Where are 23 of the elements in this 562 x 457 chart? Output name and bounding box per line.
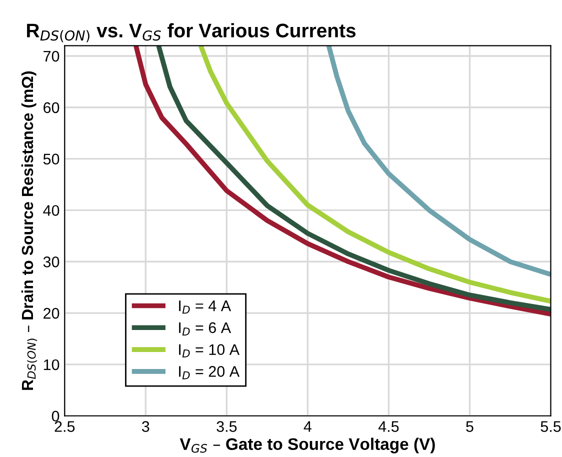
y-tick-label: 20 (44, 308, 60, 319)
y-tick-label: 10 (44, 359, 60, 370)
y-tick-label: 50 (43, 154, 60, 164)
x-axis-title: V$_{GS}$ – Gate to Source Voltage (V) (180, 438, 435, 454)
legend-label: I$_{D}$ = 4 A (179, 300, 232, 314)
legend-label: I$_{D}$ = 20 A (179, 366, 240, 380)
y-axis-title: R$_{DS(ON)}$ – Drain to Source Resistance (mΩ) (21, 71, 38, 390)
y-tick-label: 0 (52, 410, 60, 422)
x-tick-label: 3.5 (216, 421, 237, 432)
legend-label: I$_{D}$ = 10 A (179, 344, 240, 358)
chart-title: R$_{DS(ON)}$ vs. V$_{GS}$ for Various Currents (27, 23, 356, 42)
x-tick-label: 5.5 (540, 421, 561, 432)
x-tick-label: 4 (304, 421, 312, 432)
x-tick-label: 4.5 (378, 421, 399, 432)
line-series (326, 46, 551, 277)
x-tick-label: 3 (142, 421, 150, 432)
y-tick-label: 30 (43, 256, 60, 268)
legend-label: I$_{D}$ = 6 A (179, 322, 232, 336)
x-tick-label: 5 (466, 421, 474, 432)
y-tick-label: 60 (44, 102, 60, 114)
y-tick-label: 40 (43, 205, 60, 216)
x-tick-label: 2.5 (54, 421, 75, 432)
y-tick-label: 70 (44, 50, 60, 62)
